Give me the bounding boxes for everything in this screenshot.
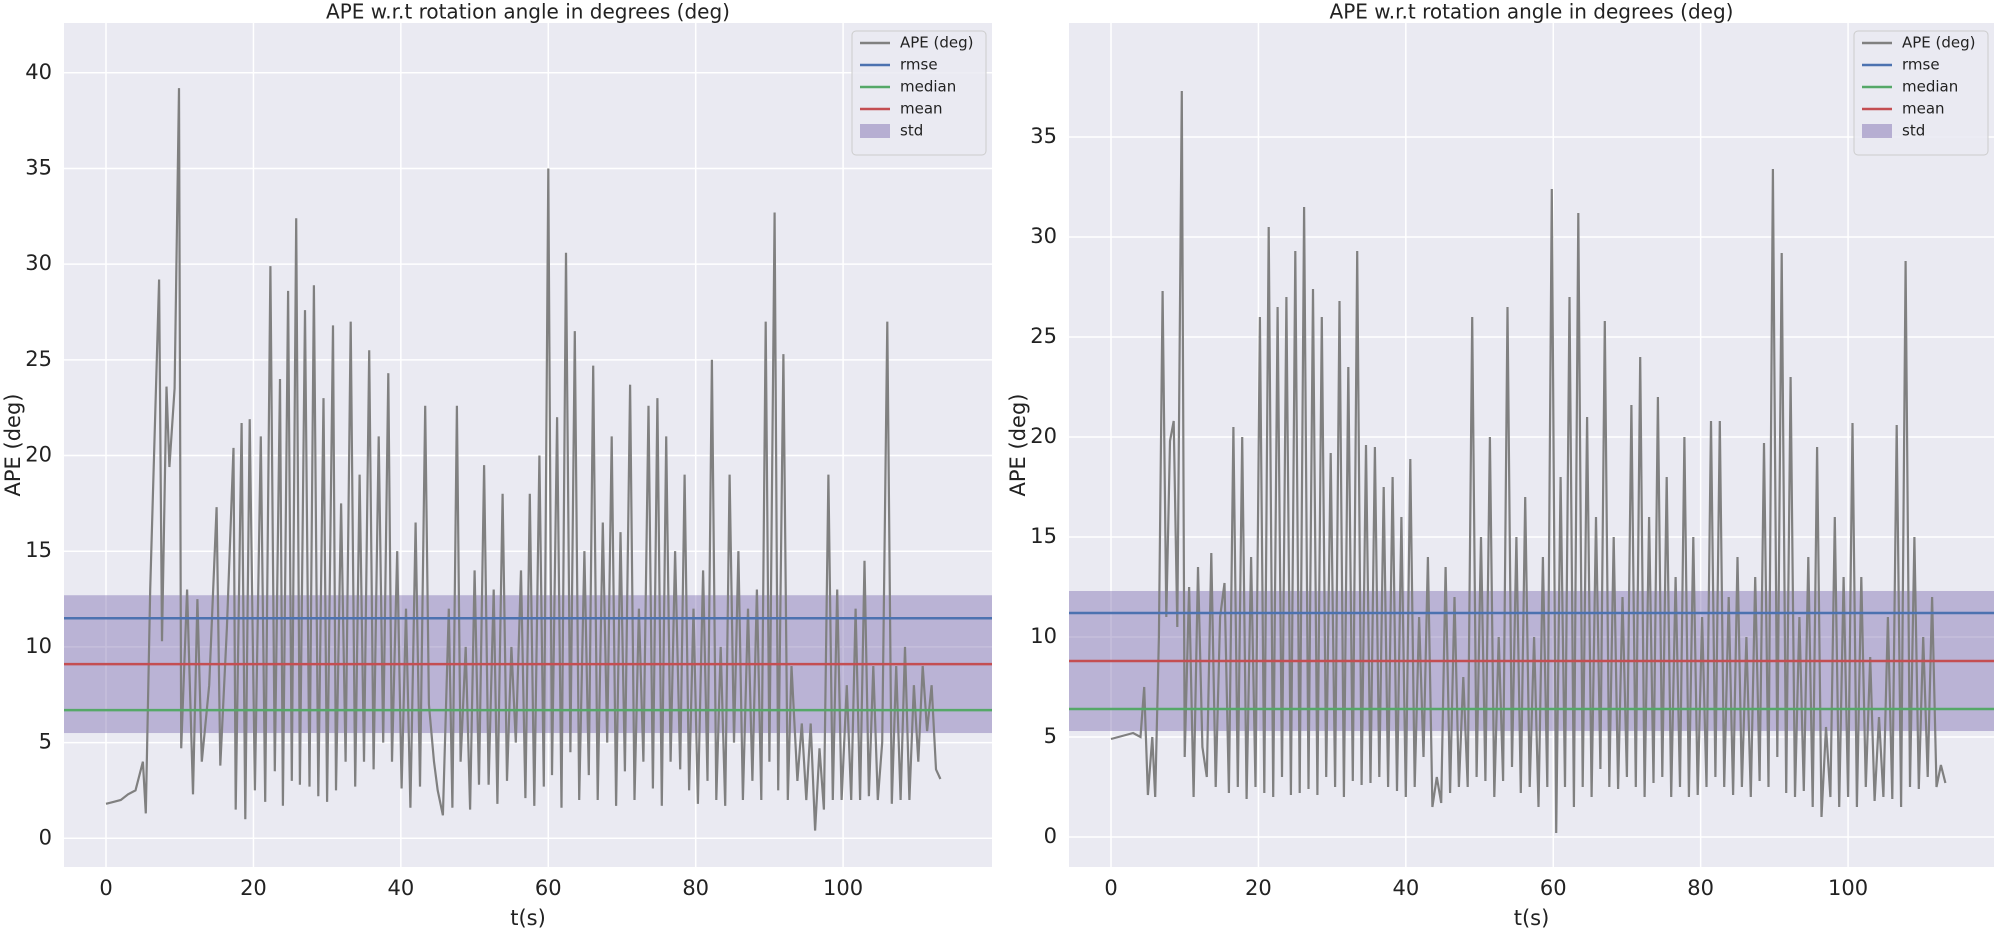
y-tick-label: 20 — [25, 443, 52, 467]
chart-title: APE w.r.t rotation angle in degrees (deg… — [1330, 0, 1734, 24]
x-axis-label: t(s) — [1514, 906, 1550, 930]
x-tick-label: 20 — [240, 876, 267, 900]
legend-label: rmse — [1902, 56, 1940, 74]
x-axis-label: t(s) — [510, 906, 546, 930]
data-line — [1110, 90, 1947, 834]
legend-label: APE (deg) — [1902, 34, 1976, 52]
x-tick-label: 80 — [682, 876, 709, 900]
x-tick-label: 20 — [1245, 876, 1272, 900]
y-tick-label: 0 — [39, 825, 52, 849]
y-tick-label: 15 — [1030, 524, 1057, 548]
x-tick-label: 60 — [535, 876, 562, 900]
y-tick-label: 25 — [25, 347, 52, 371]
x-tick-label: 40 — [1392, 876, 1419, 900]
legend-swatch — [1862, 124, 1892, 138]
x-tick-label: 80 — [1687, 876, 1714, 900]
legend-label: median — [1902, 78, 1958, 96]
legend-swatch — [860, 124, 890, 138]
legend-label: APE (deg) — [900, 34, 974, 52]
legend-label: mean — [1902, 100, 1945, 118]
y-tick-label: 30 — [25, 251, 52, 275]
x-tick-label: 60 — [1540, 876, 1567, 900]
legend-label: rmse — [900, 56, 938, 74]
legend-label: mean — [900, 100, 943, 118]
x-tick-label: 100 — [823, 876, 863, 900]
y-tick-label: 10 — [1030, 624, 1057, 648]
x-tick-label: 0 — [1104, 876, 1117, 900]
y-tick-label: 30 — [1030, 224, 1057, 248]
y-tick-label: 35 — [1030, 124, 1057, 148]
legend-label: std — [900, 122, 923, 140]
y-tick-label: 0 — [1044, 824, 1057, 848]
y-tick-label: 40 — [25, 60, 52, 84]
chart-title: APE w.r.t rotation angle in degrees (deg… — [326, 0, 730, 24]
y-tick-label: 5 — [39, 730, 52, 754]
y-axis-label: APE (deg) — [1006, 394, 1030, 497]
y-tick-label: 5 — [1044, 724, 1057, 748]
y-tick-label: 15 — [25, 538, 52, 562]
y-tick-label: 25 — [1030, 324, 1057, 348]
y-tick-label: 35 — [25, 155, 52, 179]
x-tick-label: 40 — [387, 876, 414, 900]
y-tick-label: 10 — [25, 634, 52, 658]
x-tick-label: 100 — [1828, 876, 1868, 900]
legend-label: std — [1902, 122, 1925, 140]
data-line — [105, 88, 942, 831]
y-tick-label: 20 — [1030, 424, 1057, 448]
x-tick-label: 0 — [99, 876, 112, 900]
legend-label: median — [900, 78, 956, 96]
y-axis-label: APE (deg) — [1, 394, 25, 497]
